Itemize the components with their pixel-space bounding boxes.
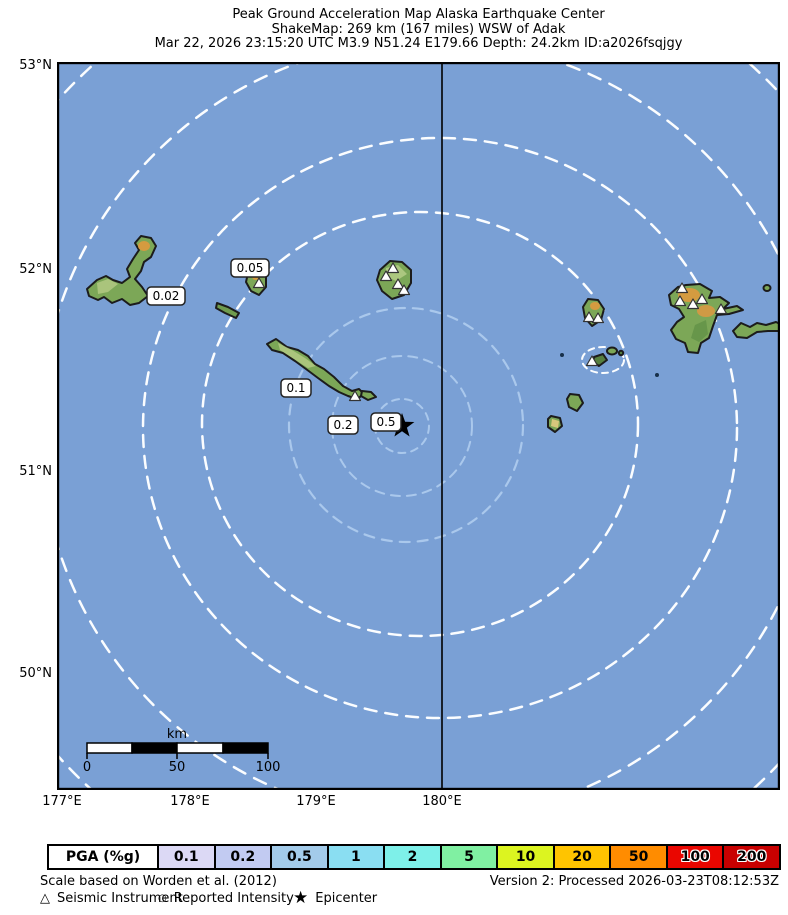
seismic-station-marker-10 (686, 298, 700, 310)
legend-symbol-label: Epicenter (315, 891, 378, 906)
seismic-station-marker-7 (591, 312, 605, 324)
contour-label-0.05: 0.05 (230, 258, 270, 278)
svg-text:0.02: 0.02 (153, 289, 180, 303)
legend-symbol-triangle: △ Seismic Instrument (40, 891, 183, 906)
lat-label-1: 52°N (19, 262, 52, 277)
pga-legend-cell-0.2: 0.2 (213, 846, 271, 868)
pga-legend-cell-0.1: 0.1 (157, 846, 214, 868)
svg-text:0.1: 0.1 (286, 381, 305, 395)
contour-label-0.02: 0.02 (146, 286, 186, 306)
seismic-station-marker-12 (714, 303, 728, 315)
seismic-station-marker-6 (582, 311, 596, 323)
lon-label-2: 179°E (296, 794, 336, 809)
pga-legend-cell-5: 5 (439, 846, 497, 868)
islet-south-a (566, 393, 584, 412)
event-info-line: Mar 22, 2026 23:15:20 UTC M3.9 N51.24 E1… (154, 36, 683, 51)
pga-legend-cell-50: 50 (609, 846, 666, 868)
legend-symbol-label: Seismic Instrument (57, 891, 183, 906)
triangle-icon: △ (40, 891, 50, 906)
scale-bar (86, 742, 269, 759)
contour-label-0.5: 0.5 (370, 412, 402, 432)
island-ridge-tail (360, 390, 377, 401)
pga-legend-cell-1: 1 (326, 846, 384, 868)
svg-text:0.2: 0.2 (333, 418, 352, 432)
seismic-station-marker-8 (675, 282, 689, 294)
map-border (57, 62, 780, 790)
pga-legend-cell-10: 10 (496, 846, 553, 868)
scale-bar-tick-1: 50 (169, 760, 186, 775)
seismic-station-marker-3 (391, 278, 405, 290)
pga-legend-cell-100: 100 (665, 846, 723, 868)
lat-label-0: 53°N (19, 58, 52, 73)
shakemap-canvas[interactable]: km 0 50 100 0.02 0.05 0.1 0.2 0.5 (57, 62, 780, 790)
legend-symbol-circle: ○ Reported Intensity (158, 891, 294, 906)
seismic-station-marker-5 (348, 390, 362, 402)
seismic-station-marker-0 (252, 277, 266, 289)
map-titles: Peak Ground Acceleration Map Alaska Eart… (57, 7, 780, 52)
pga-legend-cell-2: 2 (383, 846, 440, 868)
scale-bar-unit: km (167, 727, 187, 742)
seismic-station-marker-9 (673, 295, 687, 307)
svg-text:0.5: 0.5 (376, 415, 395, 429)
lat-label-2: 51°N (19, 464, 52, 479)
pga-legend-cell-0.5: 0.5 (270, 846, 327, 868)
page-subtitle: ShakeMap: 269 km (167 miles) WSW of Adak (271, 21, 566, 37)
pga-contours (57, 62, 780, 790)
seismic-station-marker-11 (695, 293, 709, 305)
contour-label-0.2: 0.2 (327, 415, 359, 435)
seismic-station-marker-13 (585, 355, 599, 367)
star-icon: ★ (293, 888, 309, 908)
circle-icon: ○ (158, 893, 167, 904)
legend-symbol-label: Reported Intensity (173, 891, 294, 906)
ocean (57, 62, 780, 790)
page-title: Peak Ground Acceleration Map Alaska Eart… (232, 7, 605, 22)
legend-symbol-star: ★ Epicenter (293, 888, 378, 908)
epicenter-star (389, 413, 415, 437)
pga-legend-cell-200: 200 (722, 846, 780, 868)
scale-reference-note: Scale based on Worden et al. (2012) (40, 874, 277, 889)
version-note: Version 2: Processed 2026-03-23T08:12:53… (489, 874, 779, 889)
contour-label-0.1: 0.1 (280, 378, 312, 398)
seismic-station-marker-4 (397, 284, 411, 296)
lat-label-3: 50°N (19, 666, 52, 681)
islands (86, 235, 780, 433)
island-ne-strip (732, 321, 780, 339)
lon-label-3: 180°E (422, 794, 462, 809)
pga-legend-cell-20: 20 (552, 846, 610, 868)
pga-legend-title: PGA (%g) (49, 846, 157, 868)
lon-label-1: 178°E (170, 794, 210, 809)
seismic-station-marker-1 (379, 270, 393, 282)
pga-legend-bar: PGA (%g) 0.1 0.2 0.5 1 2 5 10 20 50 100 200 (47, 844, 781, 870)
scale-bar-tick-2: 100 (256, 760, 281, 775)
scale-bar-tick-0: 0 (83, 760, 91, 775)
lon-label-0: 177°E (42, 794, 82, 809)
seismic-station-marker-2 (386, 262, 400, 274)
island-sliver (215, 302, 240, 319)
svg-text:0.05: 0.05 (237, 261, 264, 275)
